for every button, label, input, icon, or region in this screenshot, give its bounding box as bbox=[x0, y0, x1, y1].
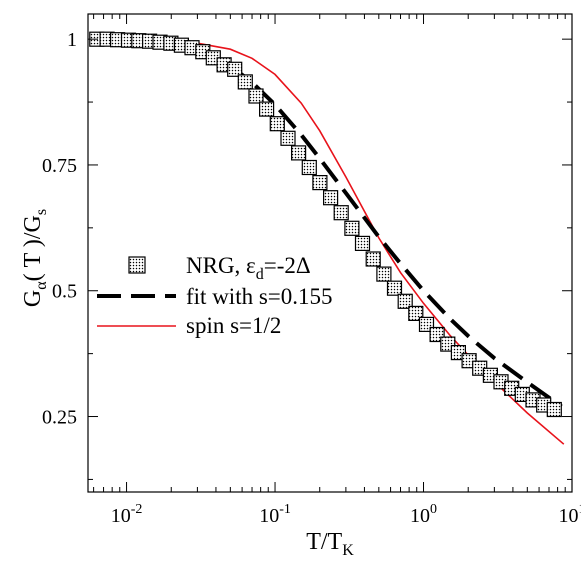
nrg-point bbox=[376, 266, 392, 282]
nrg-point bbox=[312, 175, 328, 191]
y-tick-label: 0.5 bbox=[52, 281, 77, 303]
nrg-point bbox=[386, 280, 403, 296]
nrg-point bbox=[291, 145, 307, 161]
nrg-point bbox=[323, 190, 339, 206]
x-tick-label: 10-1 bbox=[259, 502, 291, 527]
legend-marker-nrg bbox=[128, 256, 146, 274]
nrg-point bbox=[354, 235, 371, 251]
x-tick-label: 100 bbox=[410, 502, 437, 527]
x-axis-label: T/TK bbox=[306, 529, 354, 559]
legend: NRG, εd=-2Δ fit with s=0.155 spin s=1/2 bbox=[97, 253, 333, 338]
plot-area bbox=[89, 31, 565, 445]
nrg-point bbox=[397, 293, 413, 309]
nrg-point bbox=[333, 205, 349, 221]
x-tick-label: 101 bbox=[559, 502, 581, 527]
series-line-fit bbox=[96, 37, 563, 409]
nrg-point bbox=[227, 61, 243, 77]
nrg-point bbox=[259, 101, 275, 117]
y-axis-label: Gα( T )/Gs bbox=[20, 209, 50, 307]
y-tick-label: 0.75 bbox=[42, 155, 77, 177]
nrg-point bbox=[301, 159, 317, 176]
nrg-point bbox=[344, 220, 360, 236]
y-tick-label: 1 bbox=[67, 29, 77, 51]
nrg-point bbox=[237, 74, 253, 90]
nrg-point bbox=[546, 401, 562, 418]
nrg-point bbox=[280, 130, 296, 146]
legend-label-fit: fit with s=0.155 bbox=[186, 284, 333, 309]
legend-label-spin: spin s=1/2 bbox=[186, 313, 281, 338]
nrg-point bbox=[365, 251, 381, 267]
x-tick-label: 10-2 bbox=[111, 502, 143, 527]
nrg-point bbox=[269, 116, 285, 132]
plot-frame bbox=[87, 13, 573, 493]
y-tick-label: 0.25 bbox=[42, 407, 77, 429]
axis-ticks: 10-2 10-1 100 101 0.25 0.5 0.75 1 bbox=[42, 14, 581, 527]
nrg-point bbox=[248, 88, 264, 104]
legend-label-nrg: NRG, εd=-2Δ bbox=[186, 253, 311, 283]
